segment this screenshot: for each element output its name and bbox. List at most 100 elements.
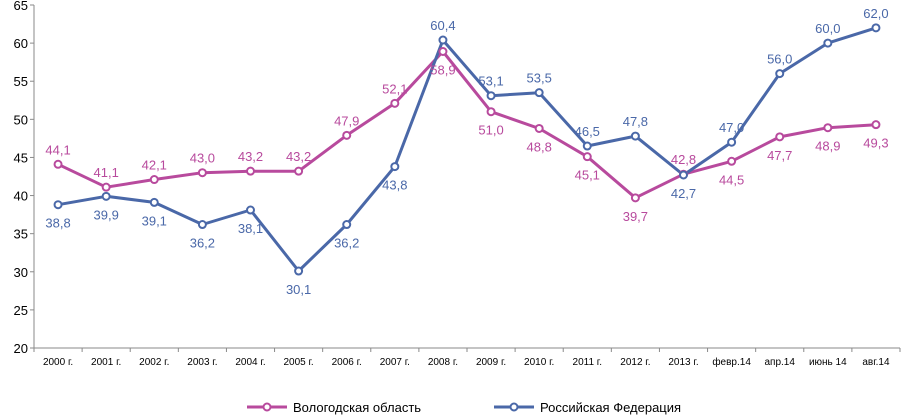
data-point-vologda [534,123,544,133]
data-point-russia [53,200,63,210]
y-tick-label: 35 [14,227,28,242]
data-label-vologda: 42,1 [142,158,167,173]
x-tick-label: 2007 г. [380,357,410,368]
x-tick-label: 2006 г. [332,357,362,368]
data-point-russia [630,131,640,141]
data-label-russia: 38,8 [45,216,70,231]
data-label-vologda: 48,8 [527,139,552,154]
data-point-vologda [486,107,496,117]
x-tick-label: 2013 г. [668,357,698,368]
x-tick-label: апр.14 [764,357,795,368]
series-lines [57,26,877,273]
data-label-vologda: 44,1 [45,142,70,157]
data-point-russia [342,220,352,230]
data-point-russia [101,191,111,201]
x-tick-label: 2012 г. [620,357,650,368]
data-point-russia [246,205,255,215]
data-label-vologda: 43,0 [190,151,215,166]
data-point-russia [823,38,833,48]
y-axis-ticks: 20 25 30 35 40 45 50 55 60 65 [14,0,34,356]
y-tick-label: 40 [14,189,28,204]
y-tick-label: 65 [14,0,28,13]
data-label-russia: 36,2 [190,236,215,251]
data-label-russia: 30,1 [286,282,311,297]
data-label-vologda: 41,1 [94,165,119,180]
data-label-russia: 42,7 [671,186,696,201]
data-point-russia [149,197,159,207]
x-tick-label: авг.14 [862,357,890,368]
data-label-russia: 53,5 [527,71,552,86]
data-point-vologda [823,123,833,133]
x-axis-ticks: 2000 г. 2001 г. 2002 г. 2003 г. 2004 г. 2005 … [33,348,901,368]
legend: Вологодская область Российская Федерация [247,400,681,415]
data-label-russia: 60,0 [815,21,840,36]
data-point-vologda [246,166,255,176]
data-label-vologda: 45,1 [575,168,600,183]
data-label-vologda: 58,9 [430,62,455,77]
data-label-russia: 39,9 [94,207,119,222]
x-tick-label: 2010 г. [524,357,554,368]
x-tick-label: 2009 г. [476,357,506,368]
data-label-vologda: 47,7 [767,148,792,163]
data-label-vologda: 44,5 [719,172,744,187]
x-tick-label: 2004 г. [235,357,265,368]
data-point-vologda [53,159,63,169]
data-point-russia [438,35,448,45]
data-point-russia [582,141,592,151]
data-label-russia: 62,0 [863,6,888,21]
x-tick-label: 2008 г. [428,357,458,368]
x-tick-label: февр.14 [712,356,751,368]
data-point-vologda [390,98,400,108]
data-label-vologda: 43,2 [286,149,311,164]
data-point-vologda [438,46,448,56]
data-point-russia [534,88,544,98]
data-label-vologda: 51,0 [478,123,503,138]
legend-label-vologda: Вологодская область [293,400,421,415]
legend-marker-vologda [262,402,272,412]
series-points [53,23,881,276]
data-labels: 44,1 41,1 42,1 43,0 43,2 43,2 47,9 52,1 58,9 51,0… [45,6,888,297]
y-tick-label: 20 [14,341,28,356]
data-label-vologda: 52,1 [382,81,407,96]
data-label-vologda: 49,3 [863,136,888,151]
data-label-russia: 53,1 [478,74,503,89]
data-point-vologda [775,132,785,142]
legend-label-russia: Российская Федерация [540,400,681,415]
series-line-russia [57,26,877,273]
data-point-vologda [871,120,881,130]
data-label-russia: 38,1 [238,221,263,236]
data-label-russia: 39,1 [142,213,167,228]
data-label-russia: 43,8 [382,178,407,193]
data-point-russia [775,69,785,79]
data-label-russia: 47,0 [719,120,744,135]
data-label-vologda: 48,9 [815,139,840,154]
data-point-vologda [294,166,304,176]
data-point-russia [871,23,881,33]
data-point-russia [197,220,207,230]
data-label-russia: 47,8 [623,114,648,129]
y-tick-label: 60 [14,36,28,51]
y-tick-label: 55 [14,74,28,89]
data-point-vologda [149,175,159,185]
data-label-vologda: 47,9 [334,113,359,128]
data-point-vologda [197,168,207,178]
series-line-vologda [57,50,876,200]
y-tick-label: 25 [14,303,28,318]
x-tick-label: 2005 г. [283,357,313,368]
data-label-russia: 36,2 [334,236,359,251]
data-point-russia [294,266,304,276]
y-tick-label: 50 [14,112,28,127]
legend-marker-russia [509,402,519,412]
data-point-vologda [727,156,737,166]
data-point-vologda [582,152,592,162]
data-label-vologda: 42,8 [671,152,696,167]
x-tick-label: 2002 г. [139,357,169,368]
y-tick-label: 45 [14,150,28,165]
data-point-vologda [101,182,111,192]
x-tick-label: 2000 г. [43,357,73,368]
data-point-vologda [630,193,640,203]
data-point-russia [390,162,400,172]
x-tick-label: июнь 14 [809,357,847,368]
data-label-russia: 56,0 [767,52,792,67]
